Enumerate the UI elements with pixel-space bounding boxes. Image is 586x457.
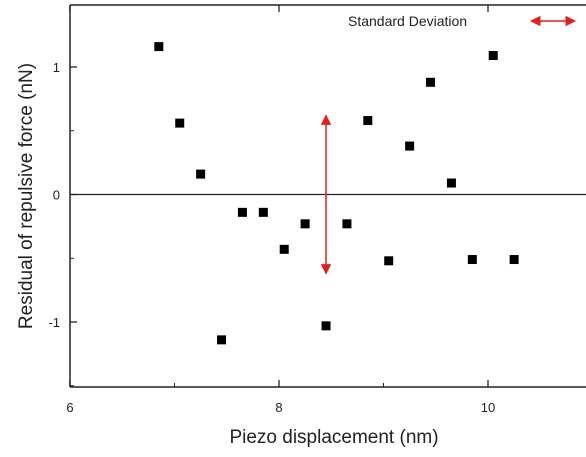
scatter-point xyxy=(217,335,227,345)
scatter-point xyxy=(196,169,206,179)
legend: Standard Deviation xyxy=(348,13,577,29)
scatter-point xyxy=(446,178,456,188)
y-tick-label: 1 xyxy=(53,60,60,75)
x-tick-label: 8 xyxy=(275,400,282,415)
scatter-point xyxy=(426,77,436,87)
scatter-point xyxy=(384,256,394,266)
scatter-point xyxy=(154,42,164,52)
x-axis-ticks: 6 8 10 xyxy=(66,5,495,415)
legend-label-standard-deviation: Standard Deviation xyxy=(348,13,467,29)
x-tick-label: 6 xyxy=(66,400,73,415)
y-tick-label: -1 xyxy=(48,315,60,330)
scatter-point xyxy=(300,219,310,229)
x-tick-label: 10 xyxy=(481,400,495,415)
y-axis-ticks: -1 0 1 xyxy=(48,60,77,387)
scatter-point xyxy=(509,255,519,265)
y-tick-label: 0 xyxy=(53,188,60,203)
y-axis-label: Residual of repulsive force (nN) xyxy=(16,63,37,329)
plot-frame xyxy=(69,4,586,388)
scatter-point xyxy=(467,255,477,265)
scatter-point xyxy=(279,244,289,254)
scatter-point xyxy=(321,321,331,331)
x-axis-label: Piezo displacement (nm) xyxy=(229,427,438,448)
scatter-point xyxy=(488,51,498,61)
scatter-point xyxy=(237,207,247,217)
scatter-point xyxy=(175,118,185,128)
scatter-point xyxy=(405,141,415,151)
scatter-point xyxy=(342,219,352,229)
scatter-point xyxy=(258,207,268,217)
scatter-point xyxy=(363,116,373,126)
scatter-points xyxy=(154,42,519,345)
